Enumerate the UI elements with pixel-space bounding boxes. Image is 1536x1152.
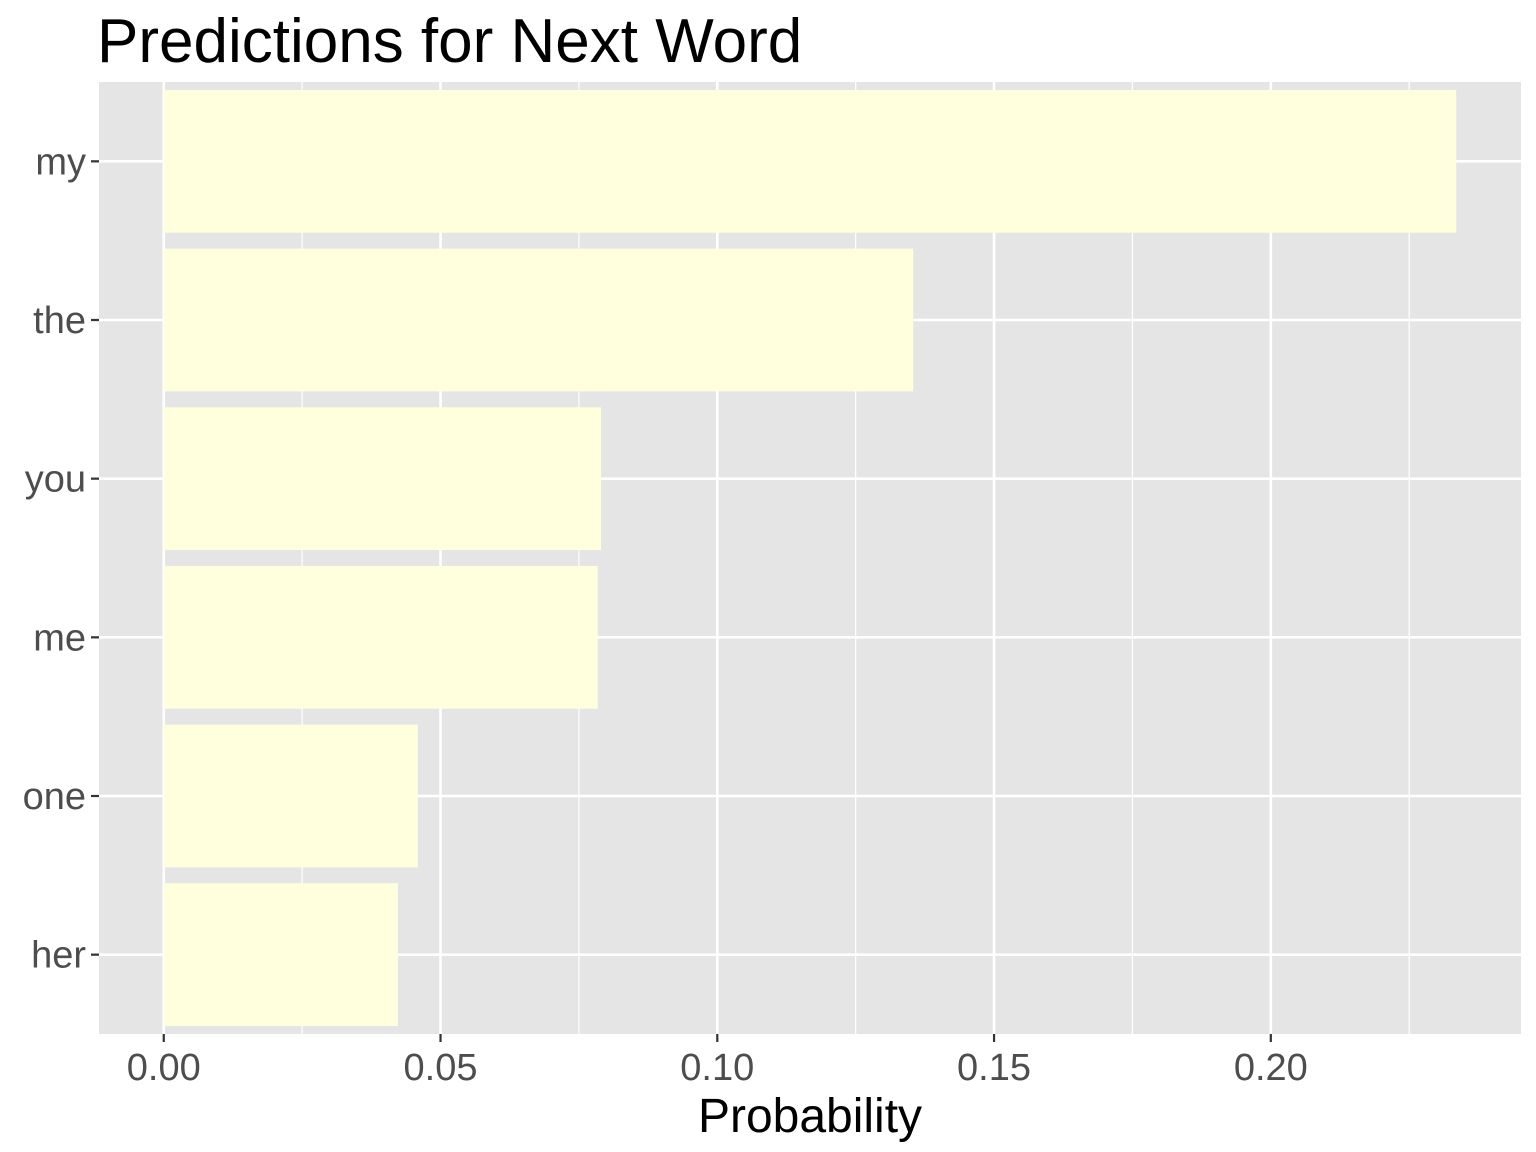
bars — [163, 89, 1457, 1027]
y-tick-label: my — [35, 141, 86, 183]
minor-gridlines — [301, 82, 1410, 1034]
y-tick-label: you — [25, 459, 86, 501]
x-axis: 0.00 0.05 0.10 0.15 0.20 — [127, 1034, 1308, 1089]
bar-my — [163, 89, 1457, 233]
x-tick-label: 0.10 — [680, 1047, 754, 1089]
bar-one — [163, 724, 418, 868]
x-tick-label: 0.20 — [1234, 1047, 1308, 1089]
y-axis: my the you me one her — [23, 141, 99, 977]
chart-title: Predictions for Next Word — [97, 7, 802, 76]
plot-panel — [99, 82, 1521, 1034]
y-tick-label: me — [33, 617, 86, 659]
y-tick-label: one — [23, 776, 86, 818]
bar-me — [163, 565, 598, 709]
bar-the — [163, 248, 914, 392]
y-tick-label: her — [31, 935, 86, 977]
bar-you — [163, 407, 602, 551]
x-axis-title: Probability — [698, 1090, 922, 1143]
x-tick-label: 0.05 — [404, 1047, 478, 1089]
x-tick-label: 0.15 — [957, 1047, 1031, 1089]
y-tick-label: the — [33, 300, 86, 342]
bar-her — [163, 883, 398, 1027]
x-tick-label: 0.00 — [127, 1047, 201, 1089]
